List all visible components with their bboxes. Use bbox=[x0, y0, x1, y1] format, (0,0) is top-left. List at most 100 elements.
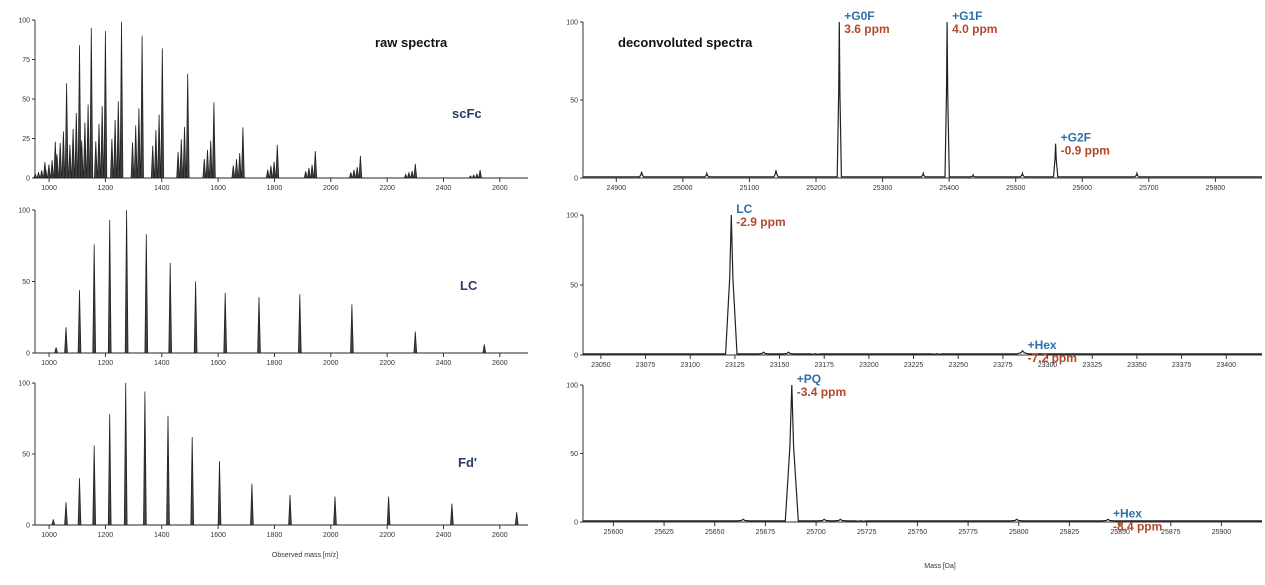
x-tick-label: 2600 bbox=[492, 532, 508, 539]
x-tick-label: 23275 bbox=[993, 362, 1013, 369]
deconvoluted-spectra-title: deconvoluted spectra bbox=[618, 35, 753, 50]
peak-ppm-label: -0.9 ppm bbox=[1061, 144, 1110, 158]
y-tick-label: 50 bbox=[22, 97, 30, 104]
y-tick-label: 50 bbox=[570, 283, 578, 290]
peak-ppm-label: -2.9 ppm bbox=[736, 215, 785, 229]
x-tick-label: 2600 bbox=[492, 185, 508, 192]
x-tick-label: 25700 bbox=[1139, 185, 1159, 192]
sample-label-scfc: scFc bbox=[452, 106, 482, 121]
y-tick-label: 100 bbox=[18, 208, 30, 215]
peak-ppm-label: -8.4 ppm bbox=[1113, 519, 1162, 533]
x-tick-label: 25850 bbox=[1110, 529, 1130, 536]
x-tick-label: 25700 bbox=[806, 529, 826, 536]
x-tick-label: 25100 bbox=[740, 185, 760, 192]
raw-spectra-title: raw spectra bbox=[375, 35, 448, 50]
y-tick-label: 100 bbox=[566, 20, 578, 27]
x-tick-label: 23300 bbox=[1038, 362, 1058, 369]
y-tick-label: 100 bbox=[18, 18, 30, 25]
x-tick-label: 25725 bbox=[857, 529, 877, 536]
peak-ppm-label: 4.0 ppm bbox=[952, 22, 997, 36]
x-tick-label: 1000 bbox=[41, 185, 57, 192]
x-tick-label: 25775 bbox=[958, 529, 978, 536]
x-tick-label: 1200 bbox=[98, 532, 114, 539]
x-tick-label: 23400 bbox=[1217, 362, 1237, 369]
x-tick-label: 2000 bbox=[323, 532, 339, 539]
peak-label: +Hex bbox=[1113, 506, 1142, 520]
deconv-lc-panel: 23050 23075 23100 23125 23150 23175 23200 23225… bbox=[566, 202, 1262, 369]
x-tick-label: 25600 bbox=[1073, 185, 1093, 192]
y-tick-label: 100 bbox=[18, 381, 30, 388]
y-tick-label: 75 bbox=[22, 57, 30, 64]
x-tick-label: 1800 bbox=[267, 185, 283, 192]
spectrum-trace bbox=[35, 209, 528, 354]
raw-scfc-panel: 1000 1200 1400 1600 1800 2000 2200 2400 2600 0 25 5… bbox=[18, 18, 528, 192]
x-tick-label: 23150 bbox=[770, 362, 790, 369]
x-tick-label: 2400 bbox=[436, 360, 452, 367]
x-tick-label: 2400 bbox=[436, 532, 452, 539]
y-tick-label: 50 bbox=[22, 279, 30, 286]
y-tick-label: 0 bbox=[26, 523, 30, 530]
x-tick-label: 1600 bbox=[210, 532, 226, 539]
peak-ppm-label: -7.2 ppm bbox=[1028, 351, 1077, 365]
x-tick-label: 25300 bbox=[873, 185, 893, 192]
peak-label: +PQ bbox=[797, 372, 821, 386]
x-tick-label: 2200 bbox=[379, 185, 395, 192]
x-tick-label: 23325 bbox=[1083, 362, 1103, 369]
x-tick-label: 23250 bbox=[949, 362, 969, 369]
y-tick-label: 0 bbox=[26, 351, 30, 358]
x-tick-label: 2200 bbox=[379, 532, 395, 539]
x-tick-label: 23175 bbox=[814, 362, 834, 369]
y-tick-label: 100 bbox=[566, 213, 578, 220]
x-tick-label: 25675 bbox=[756, 529, 776, 536]
x-tick-label: 1200 bbox=[98, 185, 114, 192]
y-tick-label: 0 bbox=[26, 176, 30, 183]
x-tick-label: 25400 bbox=[939, 185, 959, 192]
x-tick-label: 1200 bbox=[98, 360, 114, 367]
x-tick-label: 1600 bbox=[210, 185, 226, 192]
raw-fd-panel: 1000 1200 1400 1600 1800 2000 2200 2400 2600 0 50 1… bbox=[18, 381, 528, 539]
y-tick-label: 50 bbox=[22, 452, 30, 459]
x-tick-label: 25825 bbox=[1060, 529, 1080, 536]
peak-ppm-label: 3.6 ppm bbox=[844, 22, 889, 36]
peak-label: +G0F bbox=[844, 9, 874, 23]
raw-lc-panel: 1000 1200 1400 1600 1800 2000 2200 2400 2600 0 50 1… bbox=[18, 208, 528, 367]
peak-label: +Hex bbox=[1028, 338, 1057, 352]
y-tick-label: 50 bbox=[570, 451, 578, 458]
sample-label-lc: LC bbox=[460, 278, 478, 293]
x-tick-label: 23075 bbox=[636, 362, 656, 369]
x-tick-label: 2400 bbox=[436, 185, 452, 192]
x-tick-label: 1000 bbox=[41, 360, 57, 367]
x-tick-label: 2000 bbox=[323, 360, 339, 367]
raw-x-axis-label: Observed mass [m/z] bbox=[272, 552, 338, 559]
y-tick-label: 0 bbox=[574, 176, 578, 183]
x-tick-label: 1400 bbox=[154, 360, 170, 367]
x-tick-label: 25875 bbox=[1161, 529, 1181, 536]
deconv-x-axis-label: Mass [Da] bbox=[924, 563, 956, 570]
x-tick-label: 2600 bbox=[492, 360, 508, 367]
x-tick-label: 25000 bbox=[673, 185, 693, 192]
x-tick-label: 1800 bbox=[267, 532, 283, 539]
x-tick-label: 23200 bbox=[859, 362, 879, 369]
y-tick-label: 0 bbox=[574, 353, 578, 360]
x-tick-label: 25200 bbox=[806, 185, 826, 192]
x-tick-label: 1400 bbox=[154, 532, 170, 539]
spectrum-trace bbox=[33, 21, 528, 179]
peak-label: +G2F bbox=[1061, 131, 1091, 145]
x-tick-label: 25600 bbox=[604, 529, 624, 536]
x-tick-label: 23225 bbox=[904, 362, 924, 369]
deconv-fd-panel: 25600 25625 25650 25675 25700 25725 25750 25775… bbox=[566, 372, 1262, 536]
peak-label: +G1F bbox=[952, 9, 982, 23]
x-tick-label: 25800 bbox=[1009, 529, 1029, 536]
deconv-scfc-panel: 24900 25000 25100 25200 25300 25400 25500 25600… bbox=[566, 9, 1262, 192]
x-tick-label: 24900 bbox=[607, 185, 627, 192]
peak-label: LC bbox=[736, 202, 752, 216]
y-tick-label: 25 bbox=[22, 136, 30, 143]
x-tick-label: 23100 bbox=[680, 362, 700, 369]
x-tick-label: 1600 bbox=[210, 360, 226, 367]
spectrum-trace bbox=[583, 21, 1262, 178]
x-tick-label: 25900 bbox=[1212, 529, 1232, 536]
x-tick-label: 25750 bbox=[908, 529, 928, 536]
x-tick-label: 23375 bbox=[1172, 362, 1192, 369]
x-tick-label: 25800 bbox=[1206, 185, 1226, 192]
